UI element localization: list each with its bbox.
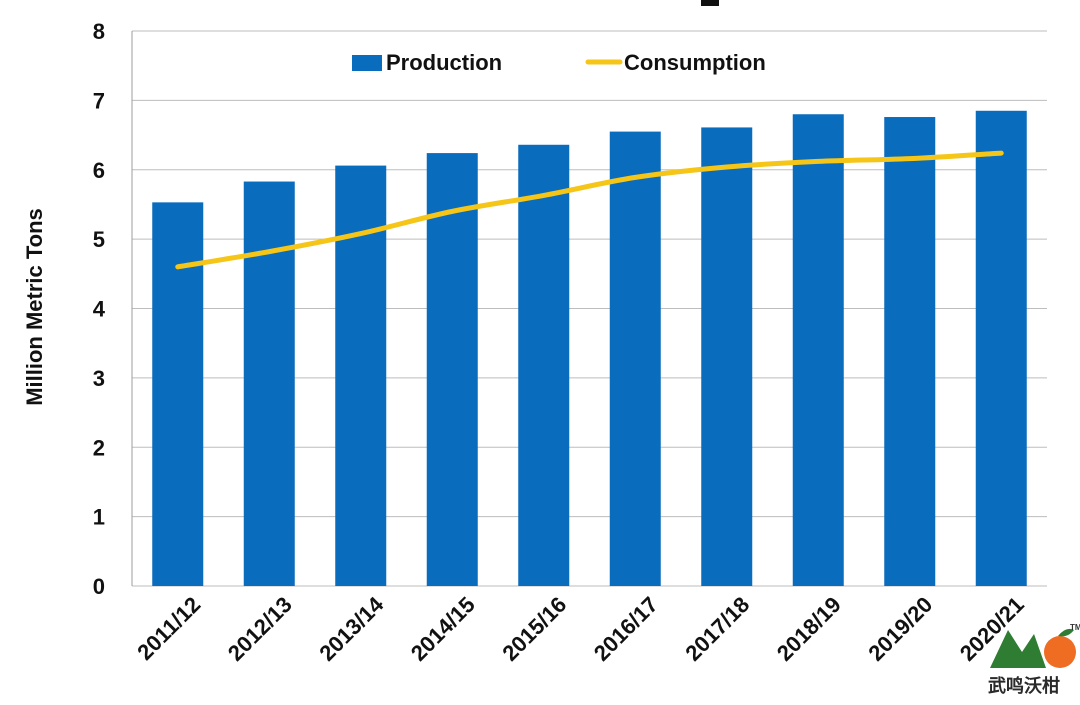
y-tick-label: 5 [93,227,105,252]
y-axis-label: Million Metric Tons [22,208,47,406]
bars [152,110,1027,587]
title-fragment [701,0,719,6]
bar-production [701,127,753,587]
orange-fruit-icon [1044,636,1076,668]
y-tick-label: 3 [93,366,105,391]
bar-production [426,153,478,586]
y-tick-label: 4 [93,297,106,322]
x-tick-label: 2018/19 [772,592,846,666]
y-axis-ticks: 0 1 2 3 4 5 6 7 8 [93,19,106,599]
y-tick-label: 6 [93,158,105,183]
line-consumption [175,150,1004,270]
legend-consumption-label: Consumption [624,50,766,75]
bar-production [884,117,936,587]
x-axis-ticks: 2011/12 2012/13 2013/14 2014/15 2015/16 2016/… [132,591,1029,665]
x-tick-label: 2014/15 [406,592,480,666]
x-tick-label: 2016/17 [589,592,663,666]
consumption-line [175,150,1004,270]
y-tick-label: 1 [93,505,105,530]
x-tick-label: 2017/18 [680,592,754,666]
legend-production-label: Production [386,50,502,75]
watermark-text: 武鸣沃柑 [988,675,1060,696]
trademark-mark: TM [1070,623,1080,632]
y-tick-label: 2 [93,435,105,460]
legend: Production Consumption [352,50,766,75]
legend-production-swatch [352,55,382,71]
bar-production [243,181,295,586]
bar-production [792,114,844,586]
x-tick-label: 2013/14 [314,591,388,665]
y-tick-label: 7 [93,88,105,113]
mountain-icon [990,630,1046,668]
y-tick-label: 0 [93,574,105,599]
x-tick-label: 2015/16 [497,592,571,666]
bar-production [609,131,661,586]
leaf-icon [1058,628,1074,637]
x-tick-label: 2019/20 [863,592,937,666]
bar-production [152,202,204,586]
x-tick-label: 2012/13 [223,592,297,666]
x-tick-label: 2011/12 [132,592,205,665]
y-tick-label: 8 [93,19,105,44]
bar-production [518,144,570,586]
watermark-logo: TM 武鸣沃柑 [988,623,1080,696]
bar-production [975,110,1027,586]
